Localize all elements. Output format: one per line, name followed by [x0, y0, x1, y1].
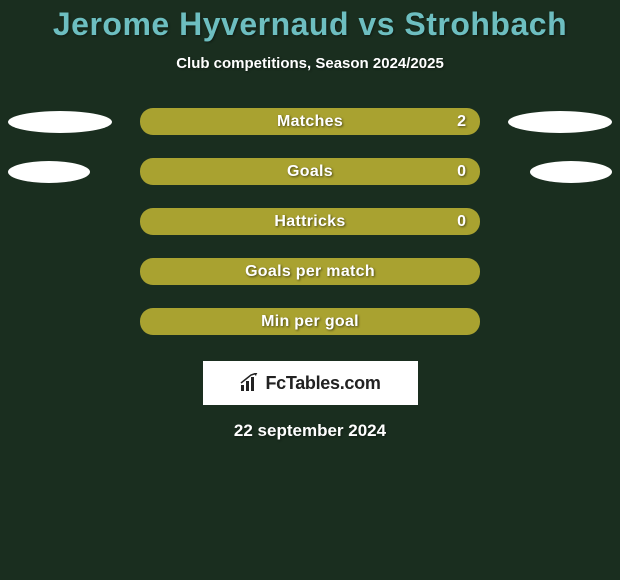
stat-bar: Goals per match	[140, 258, 480, 285]
stat-row-matches: Matches 2	[0, 108, 620, 135]
stat-label: Min per goal	[261, 313, 359, 331]
comparison-card: Jerome Hyvernaud vs Strohbach Club compe…	[0, 0, 620, 441]
left-marker	[8, 161, 90, 183]
left-marker	[8, 111, 112, 133]
logo-text: FcTables.com	[265, 373, 380, 394]
stat-value: 0	[457, 213, 466, 231]
right-marker	[530, 161, 612, 183]
chart-icon	[239, 373, 261, 393]
stat-label: Goals	[287, 163, 333, 181]
stat-label: Hattricks	[274, 213, 345, 231]
stat-row-min-per-goal: Min per goal	[0, 308, 620, 335]
stat-label: Goals per match	[245, 263, 375, 281]
stat-rows: Matches 2 Goals 0 Hattricks 0 Goals per …	[0, 108, 620, 335]
stat-value: 2	[457, 113, 466, 131]
stat-row-hattricks: Hattricks 0	[0, 208, 620, 235]
stat-bar: Goals 0	[140, 158, 480, 185]
stat-row-goals-per-match: Goals per match	[0, 258, 620, 285]
right-marker	[508, 111, 612, 133]
stat-value: 0	[457, 163, 466, 181]
logo-box: FcTables.com	[203, 361, 418, 405]
date-text: 22 september 2024	[0, 421, 620, 441]
page-title: Jerome Hyvernaud vs Strohbach	[0, 6, 620, 43]
subtitle: Club competitions, Season 2024/2025	[0, 55, 620, 72]
stat-bar: Hattricks 0	[140, 208, 480, 235]
stat-bar: Min per goal	[140, 308, 480, 335]
stat-label: Matches	[277, 113, 343, 131]
stat-row-goals: Goals 0	[0, 158, 620, 185]
stat-bar: Matches 2	[140, 108, 480, 135]
